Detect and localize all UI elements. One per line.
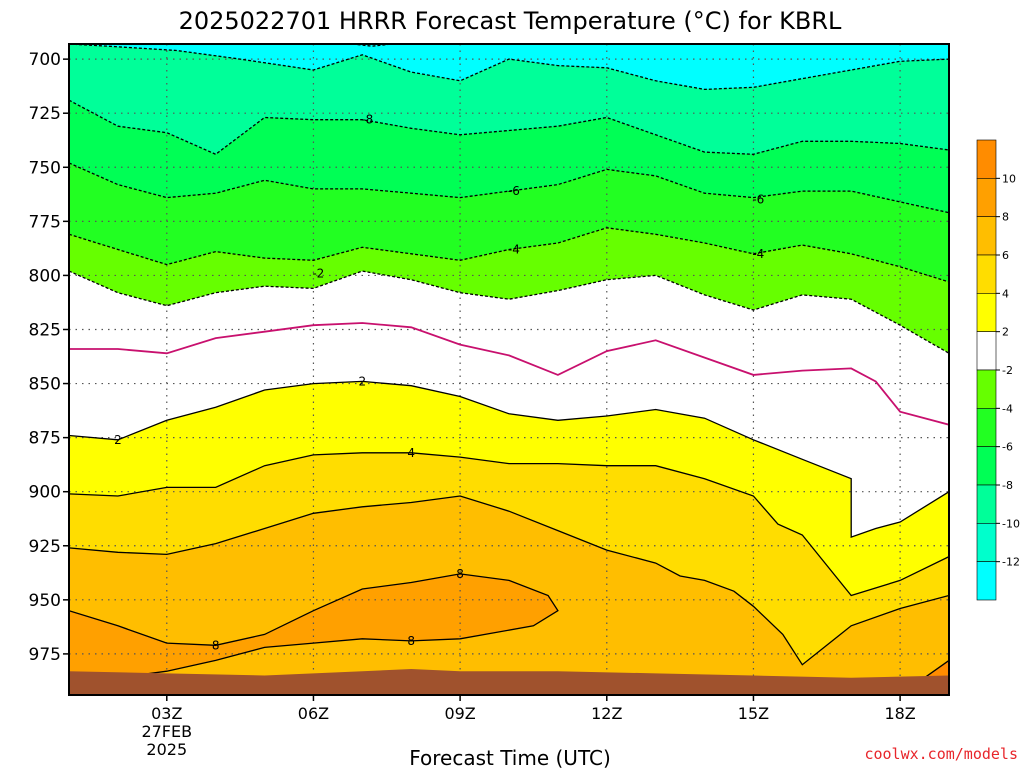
contour-line-4 <box>69 452 949 597</box>
y-tick-label: 925 <box>29 537 61 557</box>
y-tick-label: 875 <box>29 429 61 449</box>
colorbar-label: 4 <box>1002 287 1009 300</box>
colorbar-label: -2 <box>1002 364 1013 377</box>
contour-label: 8 <box>212 638 220 652</box>
chart-title: 2025022701 HRRR Forecast Temperature (°C… <box>179 7 842 35</box>
contour-label: -4 <box>752 247 764 261</box>
colorbar-label: 8 <box>1002 211 1009 224</box>
contour-line-6 <box>69 495 949 666</box>
y-tick-label: 825 <box>29 320 61 340</box>
colorbar-swatch <box>976 254 997 294</box>
contour-label: 4 <box>407 446 415 460</box>
contour-label: 2 <box>114 433 122 447</box>
x-tick-label: 09Z <box>444 704 475 723</box>
credit-text: coolwx.com/models <box>864 745 1018 763</box>
x-tick-label: 06Z <box>298 704 329 723</box>
x-tick-sublabel: 2025 <box>146 740 187 759</box>
y-tick-label: 975 <box>29 645 61 665</box>
y-tick-label: 800 <box>29 266 61 286</box>
colorbar-label: 2 <box>1002 326 1009 339</box>
colorbar-label: -10 <box>1002 517 1020 530</box>
colorbar-swatch <box>976 139 997 179</box>
x-tick-label: 03Z <box>151 704 182 723</box>
contour-label: -6 <box>508 184 520 198</box>
plot-frame <box>68 43 950 696</box>
contour-lines <box>69 44 949 679</box>
contour-line-10 <box>924 659 949 679</box>
y-tick-label: 700 <box>29 50 61 70</box>
contour-line-minus8 <box>69 99 949 156</box>
contour-label: -2 <box>312 266 324 280</box>
colorbar-label: 10 <box>1002 172 1016 185</box>
colorbar-swatch <box>976 216 997 256</box>
contour-line-minus10 <box>69 44 949 91</box>
y-tick-label: 775 <box>29 212 61 232</box>
y-tick-label: 750 <box>29 158 61 178</box>
grid-lines <box>69 44 949 695</box>
colorbar-swatch <box>976 446 997 486</box>
colorbar-swatch <box>976 523 997 562</box>
colorbar-swatch <box>976 369 997 409</box>
colorbar-swatch <box>976 408 997 447</box>
colorbar-swatch <box>976 178 997 217</box>
colorbar-label: 6 <box>1002 249 1009 262</box>
contour-labels: -8 -6 -6 -4 -4 -2 2 2 4 8 8 8 <box>114 113 764 653</box>
contour-line-2 <box>69 380 949 539</box>
y-axis: 700 725 750 775 800 825 850 875 900 925 950 975 <box>29 50 69 665</box>
contour-line-0 <box>69 322 949 426</box>
contour-label: -6 <box>752 193 764 207</box>
colorbar-swatch <box>976 561 997 601</box>
band-8-to-10 <box>69 573 558 678</box>
ground-layer <box>69 669 949 695</box>
colorbar-swatch <box>976 484 997 524</box>
colorbar-swatch <box>976 331 997 371</box>
contour-line-8 <box>69 573 559 679</box>
colorbar-label: -8 <box>1002 479 1013 492</box>
contour-label: 8 <box>456 567 464 581</box>
colorbar-label: -12 <box>1002 556 1020 569</box>
x-axis-label: Forecast Time (UTC) <box>409 746 611 768</box>
contour-label: 2 <box>359 374 367 388</box>
x-tick-sublabel: 27FEB <box>141 722 192 741</box>
colorbar-label: -4 <box>1002 402 1013 415</box>
x-tick-label: 18Z <box>884 704 915 723</box>
colorbar: 10 8 6 4 2 -2 -4 -6 -8 -10 -12 <box>976 139 1020 601</box>
x-tick-label: 15Z <box>738 704 769 723</box>
ground-fill <box>69 669 949 695</box>
colorbar-label: -6 <box>1002 441 1013 454</box>
y-tick-label: 900 <box>29 483 61 503</box>
y-tick-label: 950 <box>29 591 61 611</box>
contour-line-minus4 <box>69 227 949 283</box>
colorbar-swatch <box>976 293 997 332</box>
contour-label: 8 <box>407 634 415 648</box>
contour-label: -8 <box>361 113 373 127</box>
x-tick-label: 12Z <box>591 704 622 723</box>
y-tick-label: 725 <box>29 104 61 124</box>
contour-label: -4 <box>508 242 520 256</box>
y-tick-label: 850 <box>29 375 61 395</box>
